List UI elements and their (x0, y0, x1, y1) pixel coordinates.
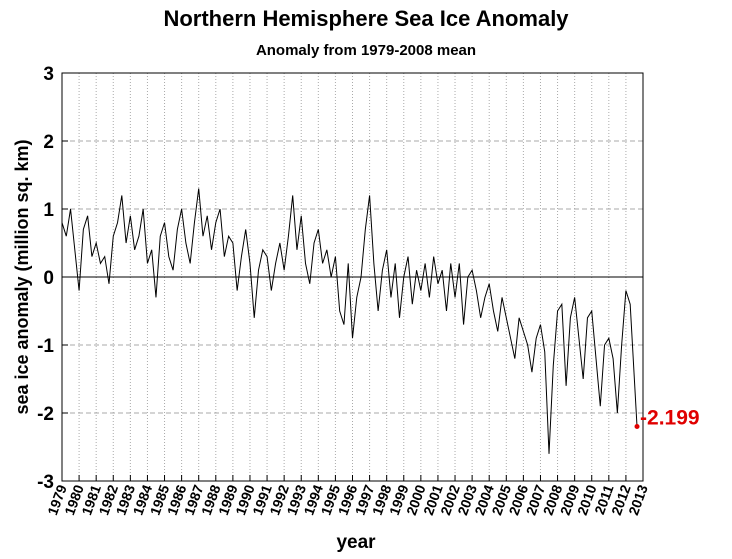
data-line (61, 188, 638, 454)
y-tick-label: 1 (43, 200, 54, 221)
y-tick-label: -3 (37, 472, 54, 493)
chart-subtitle: Anomaly from 1979-2008 mean (256, 42, 476, 59)
y-tick-label: 2 (43, 132, 54, 153)
plot-frame (61, 72, 644, 482)
y-tick-label: 3 (43, 64, 54, 85)
latest-value-label: -2.199 (640, 407, 700, 430)
x-axis-label: year (336, 532, 376, 553)
y-tick-label: -1 (37, 336, 54, 357)
chart-title: Northern Hemisphere Sea Ice Anomaly (163, 6, 569, 31)
latest-point (634, 424, 640, 430)
y-tick-label: 0 (43, 268, 54, 289)
y-axis-label: sea ice anomaly (million sq. km) (12, 139, 32, 414)
y-tick-label: -2 (37, 404, 54, 425)
